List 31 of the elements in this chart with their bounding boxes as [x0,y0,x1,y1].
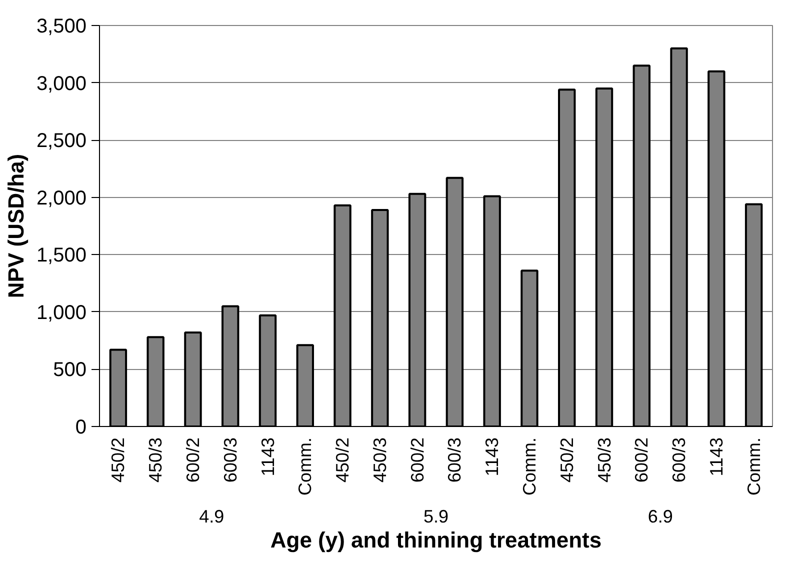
x-tick-label: 1143 [482,437,502,476]
x-tick-label: 600/2 [182,437,203,483]
x-tick-label: 600/3 [669,437,690,483]
y-tick-label: 3,500 [36,16,87,38]
text: 6.9 [648,506,673,526]
x-tick-label: 600/3 [220,437,240,483]
x-tick-label: 600/2 [632,437,652,483]
y-tick-label: 1,500 [36,244,87,267]
x-tick-label: 1143 [706,437,726,476]
y-tick-label: 2,000 [36,187,87,210]
text: 4.9 [199,506,224,526]
y-tick-label: 0 [75,416,86,438]
x-tick-label: 450/3 [370,437,390,483]
x-tick-label: Comm. [295,438,316,496]
y-tick-label: 2,500 [36,130,87,152]
y-tick-label: 500 [53,359,87,382]
x-tick-label: 450/2 [556,437,577,483]
x-tick-label: Comm. [519,438,540,496]
x-tick-label: 450/2 [108,437,128,483]
text: 5.9 [423,506,449,526]
x-tick-label: 600/3 [444,437,465,483]
x-tick-label: Comm. [744,438,764,496]
x-tick-label: 600/2 [407,437,428,483]
y-axis-title: NPV (USD/ha) [3,154,28,298]
x-axis-title: Age (y) and thinning treatments [270,528,602,552]
y-tick-label: 3,000 [36,72,87,95]
x-tick-label: 450/3 [146,437,166,483]
x-tick-label: 450/2 [332,437,353,483]
x-tick-label: 1143 [258,437,278,476]
y-tick-label: 1,000 [36,302,87,324]
x-tick-label: 450/3 [594,437,614,483]
